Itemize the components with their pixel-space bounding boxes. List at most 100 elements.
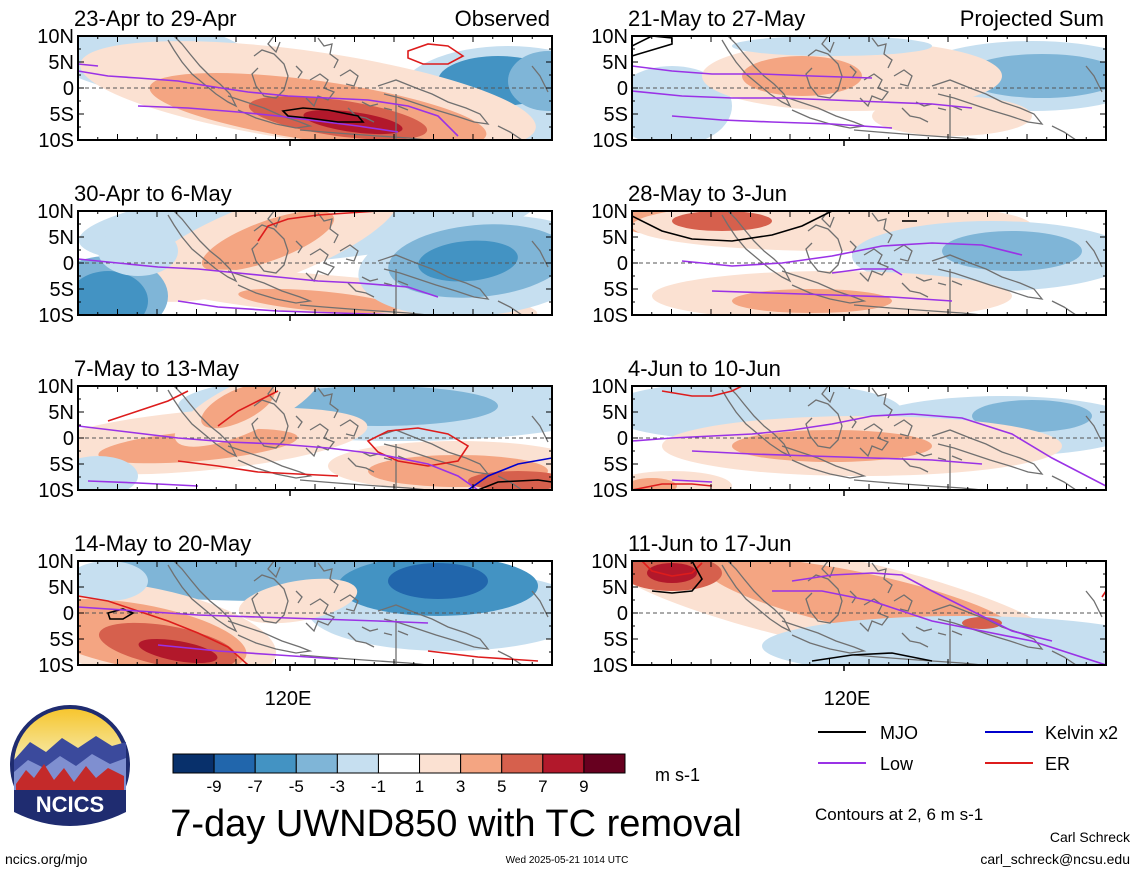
logo-text: NCICS	[36, 792, 104, 817]
coastline	[901, 457, 929, 473]
colorbar-units: m s-1	[655, 765, 700, 785]
coastline	[781, 620, 867, 654]
coastline	[347, 632, 375, 648]
coastline	[805, 399, 843, 449]
contour-low	[78, 606, 429, 624]
panel-period-label: 30-Apr to 6-May	[74, 181, 232, 206]
anomaly-field	[632, 211, 1106, 315]
contour-mjo	[811, 652, 933, 662]
coastline	[339, 244, 359, 262]
lat-label: 10S	[38, 130, 74, 152]
contour-legend: MJO Kelvin x2 Low ER	[818, 723, 1118, 774]
ncics-logo: NCICS	[10, 705, 130, 826]
lat-label: 0	[617, 428, 628, 450]
coastline	[893, 244, 913, 262]
panel-period-label: 4-Jun to 10-Jun	[628, 356, 781, 381]
anomaly-blob	[872, 96, 1032, 136]
contour-low	[137, 105, 399, 133]
anomaly-field	[78, 386, 552, 490]
coastline	[901, 632, 929, 648]
coastline	[361, 101, 409, 111]
coastline	[859, 598, 890, 633]
footer-author: Carl Schreck	[1050, 829, 1131, 845]
contour-low	[632, 90, 973, 109]
coastline	[167, 561, 238, 633]
panel-period-label: 7-May to 13-May	[74, 356, 239, 381]
coastline	[295, 415, 303, 429]
coastline	[299, 129, 429, 140]
colorbar-swatch	[254, 753, 297, 774]
coastline	[821, 36, 835, 54]
contour-note: Contours at 2, 6 m s-1	[815, 805, 983, 824]
anomaly-blob	[238, 578, 358, 624]
coastline	[361, 626, 409, 636]
contour-er	[257, 211, 379, 242]
colorbar-swatch	[501, 753, 544, 774]
coastline	[317, 387, 339, 419]
coastline	[497, 125, 523, 140]
coastline	[781, 270, 867, 304]
footer-email: carl_schreck@ncsu.edu	[980, 851, 1130, 867]
colorbar-swatch	[583, 753, 626, 774]
coastline	[805, 224, 843, 274]
observed-label: Observed	[455, 6, 550, 31]
coastline	[1085, 415, 1103, 443]
panel-period-label: 11-Jun to 17-Jun	[628, 531, 791, 556]
lat-label: 5S	[50, 279, 74, 301]
coastline	[305, 598, 336, 633]
coastline	[1085, 65, 1103, 93]
lat-label: 10S	[38, 305, 74, 327]
anomaly-field	[78, 561, 552, 665]
contour-er	[632, 483, 713, 490]
lat-label: 5N	[602, 577, 628, 599]
coastline	[347, 457, 375, 473]
contour-er	[641, 561, 703, 577]
coastline	[821, 386, 835, 404]
coastline	[299, 654, 429, 665]
anomaly-field	[632, 386, 1106, 490]
coastline	[497, 300, 523, 315]
anomaly-field	[78, 211, 552, 315]
contour-er	[177, 460, 339, 477]
coastline	[299, 479, 429, 490]
lat-label: 5N	[48, 577, 74, 599]
coastline	[251, 574, 289, 624]
coastline	[871, 387, 893, 419]
coastline	[347, 107, 375, 123]
colorbar-swatch	[295, 753, 338, 774]
lat-label: 10S	[592, 480, 628, 502]
coastline	[721, 211, 792, 283]
colorbar-swatch	[542, 753, 585, 774]
contour-low	[87, 480, 199, 487]
colorbar-swatch	[460, 753, 503, 774]
anomaly-blob	[647, 563, 697, 583]
lon-label-left: 120E	[265, 688, 312, 710]
contour-low	[632, 65, 873, 79]
contour-low	[772, 590, 1106, 665]
anomaly-blob	[201, 386, 275, 429]
colorbar-tick-label: 9	[579, 777, 588, 796]
coastline	[305, 248, 336, 283]
lat-label: 0	[63, 603, 74, 625]
lat-label: 5N	[48, 227, 74, 249]
coastline	[251, 399, 289, 449]
coastline	[227, 270, 313, 304]
colorbar-swatch	[419, 753, 462, 774]
coastline	[305, 423, 336, 458]
coastline	[305, 73, 336, 108]
coastline	[915, 451, 963, 461]
coastline	[871, 212, 893, 244]
coastline	[849, 415, 857, 429]
contour-er	[407, 43, 465, 65]
contour-mjo	[651, 561, 703, 594]
coastline	[1051, 650, 1077, 665]
coastline	[1051, 125, 1077, 140]
coastline	[1051, 300, 1077, 315]
panel-period-label: 28-May to 3-Jun	[628, 181, 787, 206]
coastline	[781, 95, 867, 129]
lat-label: 5S	[50, 629, 74, 651]
coastline	[377, 604, 490, 650]
contour-er	[427, 650, 539, 662]
lat-label: 5S	[604, 279, 628, 301]
coastline	[1085, 240, 1103, 268]
